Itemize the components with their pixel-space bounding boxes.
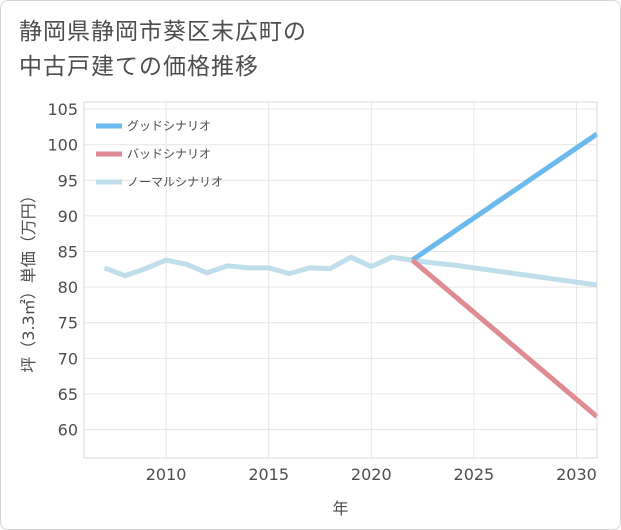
y-tick-label: 70 xyxy=(58,349,78,368)
y-tick-label: 100 xyxy=(47,136,78,155)
x-tick-label: 2020 xyxy=(351,465,392,484)
title-line-1: 静岡県静岡市葵区末広町の xyxy=(19,19,307,45)
legend-label-1: バッドシナリオ xyxy=(127,147,211,161)
title-line-2: 中古戸建ての価格推移 xyxy=(19,54,259,80)
y-tick-label: 85 xyxy=(58,243,78,262)
y-tick-label: 65 xyxy=(58,385,78,404)
y-tick-label: 95 xyxy=(58,171,78,190)
x-tick-labels: 2010 2015 2020 2025 2030 xyxy=(146,465,597,484)
grid-lines xyxy=(84,102,597,458)
x-axis-title: 年 xyxy=(332,499,348,518)
y-tick-label: 60 xyxy=(58,421,78,440)
chart-title: 静岡県静岡市葵区末広町の 中古戸建ての価格推移 xyxy=(19,15,579,85)
series-line-0 xyxy=(410,131,599,263)
x-tick-label: 2025 xyxy=(454,465,495,484)
legend-label-2: ノーマルシナリオ xyxy=(127,175,223,189)
legend-label-0: グッドシナリオ xyxy=(127,119,211,133)
y-tick-label: 105 xyxy=(47,100,78,119)
series-lines xyxy=(103,131,599,419)
y-axis-title: 坪（3.3㎡）単価（万円） xyxy=(19,187,38,372)
x-tick-label: 2030 xyxy=(556,465,597,484)
plot-frame xyxy=(83,101,598,459)
x-tick-label: 2015 xyxy=(248,465,289,484)
series-line-2 xyxy=(103,254,598,288)
y-tick-labels: 60 65 70 75 80 85 90 95 100 105 xyxy=(47,100,78,439)
y-tick-label: 90 xyxy=(58,207,78,226)
x-tick-label: 2010 xyxy=(146,465,187,484)
y-tick-label: 75 xyxy=(58,314,78,333)
y-tick-label: 80 xyxy=(58,278,78,297)
series-line-1 xyxy=(410,258,599,419)
